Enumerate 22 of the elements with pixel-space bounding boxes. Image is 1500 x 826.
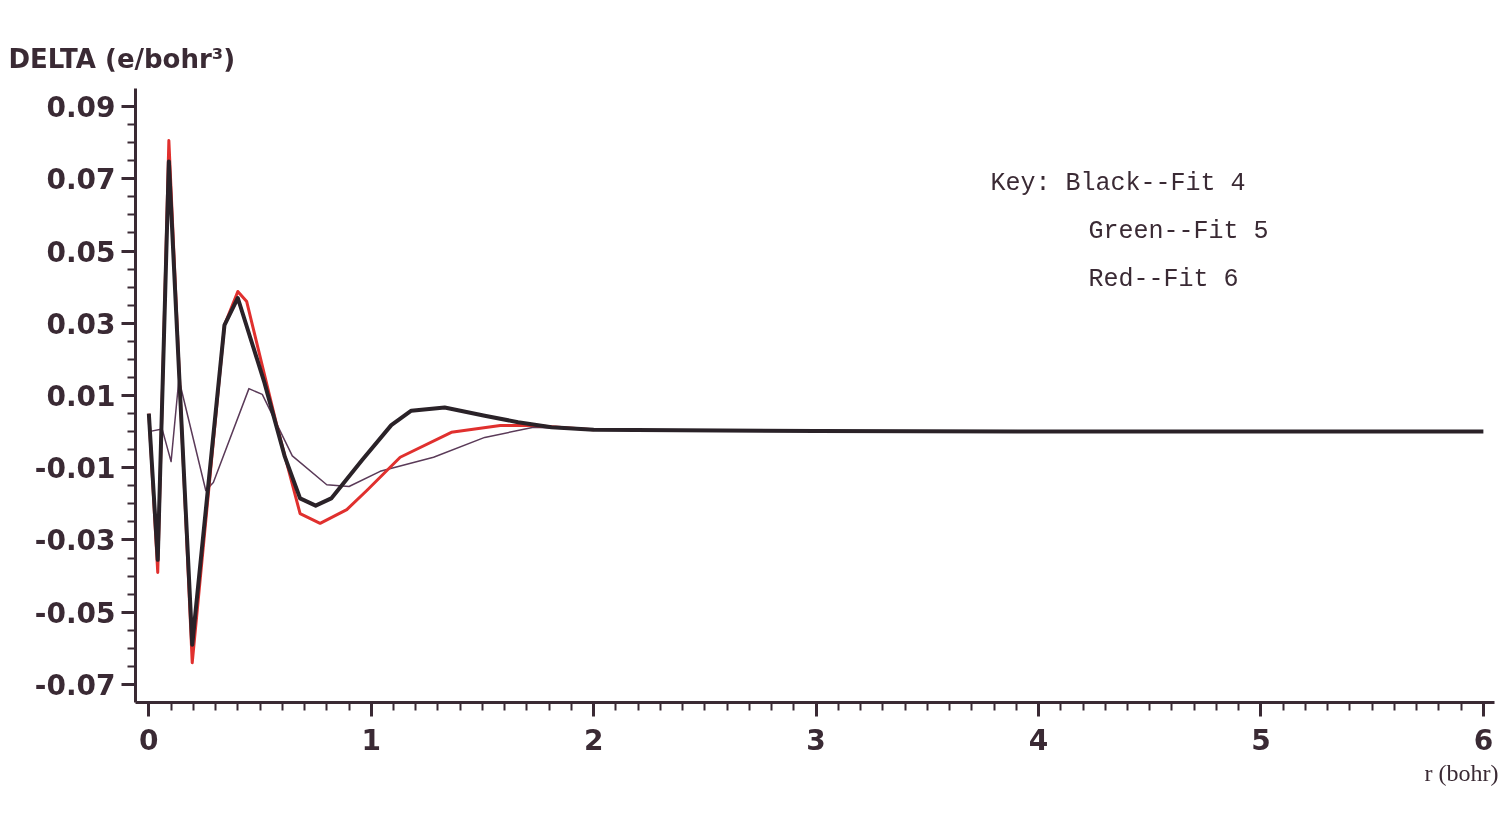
x-tick-label: 1: [361, 723, 382, 757]
annotation: Red--Fit 6: [1088, 265, 1239, 294]
y-tick-label: 0.07: [46, 163, 116, 197]
annotation: Green--Fit 5: [1088, 217, 1269, 246]
x-tick-label: 5: [1251, 723, 1271, 757]
x-tick-label: 4: [1028, 723, 1049, 757]
x-axis-title: r (bohr): [1424, 759, 1499, 786]
x-tick-label: 2: [583, 723, 604, 757]
annotation: Key: Black--Fit 4: [990, 169, 1246, 198]
y-tick-label: -0.03: [34, 524, 116, 558]
y-tick-label: 0.09: [46, 91, 116, 125]
y-tick-label: -0.01: [34, 452, 116, 486]
y-tick-label: 0.05: [46, 235, 116, 269]
y-tick-label: -0.07: [34, 668, 116, 702]
x-tick-label: 3: [806, 723, 826, 757]
line-series: [146, 159, 1486, 647]
y-axis-title: DELTA (e/bohr³): [8, 43, 236, 74]
y-tick-label: -0.05: [34, 596, 116, 630]
y-tick-label: 0.03: [46, 307, 116, 341]
x-tick-label: 6: [1473, 723, 1494, 757]
y-tick-label: 0.01: [46, 380, 116, 413]
x-tick-label: 0: [139, 723, 159, 757]
